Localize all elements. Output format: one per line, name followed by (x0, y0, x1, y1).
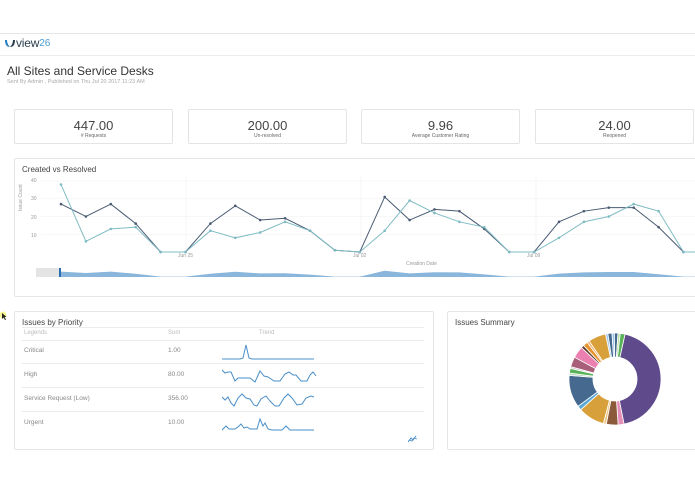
row-legend: Urgent (24, 419, 44, 426)
kpi-value: 447.00 (73, 118, 114, 133)
row-legend: Service Request (Low) (24, 395, 90, 402)
x-axis-label: Creation Date (406, 261, 437, 267)
chart-series (59, 183, 695, 254)
y-tick: 10 (31, 233, 37, 239)
table-row[interactable]: High 80.00 (22, 364, 424, 388)
kpi-label: Un-resolved (254, 133, 281, 139)
column-header-sum[interactable]: Sum (168, 330, 181, 336)
logo-number: 26 (39, 37, 51, 49)
y-axis-label: Issue Count (18, 184, 24, 211)
sparkline (222, 417, 314, 431)
sparkline (222, 344, 314, 360)
sparkline (222, 393, 315, 407)
page-subtitle: Sent By Admin , Published on Thu Jul 20 … (7, 79, 145, 85)
row-sum: 356.00 (168, 395, 188, 402)
kpi-card-reopened[interactable]: 24.00 Reopened (535, 109, 694, 144)
table-row[interactable]: Service Request (Low) 356.00 (22, 388, 424, 412)
panel-title: Issues Summary (455, 318, 515, 327)
row-sum: 80.00 (168, 371, 185, 378)
kpi-label: # Requests (80, 133, 107, 139)
app-logo[interactable]: view 26 (4, 36, 50, 50)
donut-slice[interactable] (618, 333, 662, 425)
table-row[interactable]: Urgent 10.00 (22, 412, 424, 435)
panel-title: Created vs Resolved (22, 165, 97, 174)
kpi-value: 9.96 (427, 118, 454, 133)
mouse-cursor-icon (0, 311, 7, 320)
kpi-value: 24.00 (598, 118, 631, 133)
chart-navigator (36, 268, 695, 277)
logo-text: view (16, 36, 40, 50)
created-vs-resolved-panel: Created vs Resolved Issue Count 40 30 20… (14, 158, 695, 297)
column-header-trend: Trend (259, 330, 275, 336)
donut-slice[interactable] (617, 332, 626, 359)
x-tick: Jul 09 (527, 253, 541, 259)
top-bar (0, 0, 695, 34)
header-divider (0, 55, 695, 56)
chart-grid (41, 177, 695, 252)
page-title: All Sites and Service Desks (7, 64, 154, 78)
row-sum: 10.00 (168, 419, 185, 426)
kpi-card-unresolved[interactable]: 200.00 Un-resolved (188, 109, 347, 144)
kpi-label: Average Customer Rating (411, 133, 470, 139)
donut-chart[interactable] (565, 329, 665, 429)
sparkline (222, 369, 317, 383)
kpi-card-requests[interactable]: 447.00 # Requests (14, 109, 173, 144)
x-tick: Jun 25 (178, 253, 194, 259)
trend-chart-icon[interactable] (408, 435, 417, 443)
column-header-legends[interactable]: Legends (24, 330, 48, 336)
y-tick: 30 (31, 196, 37, 202)
line-chart[interactable] (15, 159, 695, 296)
kpi-label: Reopened (602, 133, 627, 139)
row-legend: Critical (24, 347, 44, 354)
kpi-value: 200.00 (247, 118, 288, 133)
table-row[interactable]: Critical 1.00 (22, 340, 424, 364)
table-header: Legends Sum Trend (22, 327, 424, 341)
kpi-card-rating[interactable]: 9.96 Average Customer Rating (361, 109, 520, 144)
y-tick: 20 (31, 215, 37, 221)
y-tick: 40 (31, 178, 37, 184)
row-sum: 1.00 (168, 347, 181, 354)
issues-summary-panel: Issues Summary (447, 311, 695, 450)
panel-title: Issues by Priority (22, 318, 83, 327)
issues-by-priority-panel: Issues by Priority Legends Sum Trend Cri… (14, 311, 434, 450)
row-legend: High (24, 371, 38, 378)
x-tick: Jul 02 (353, 253, 367, 259)
logo-icon (5, 40, 15, 47)
